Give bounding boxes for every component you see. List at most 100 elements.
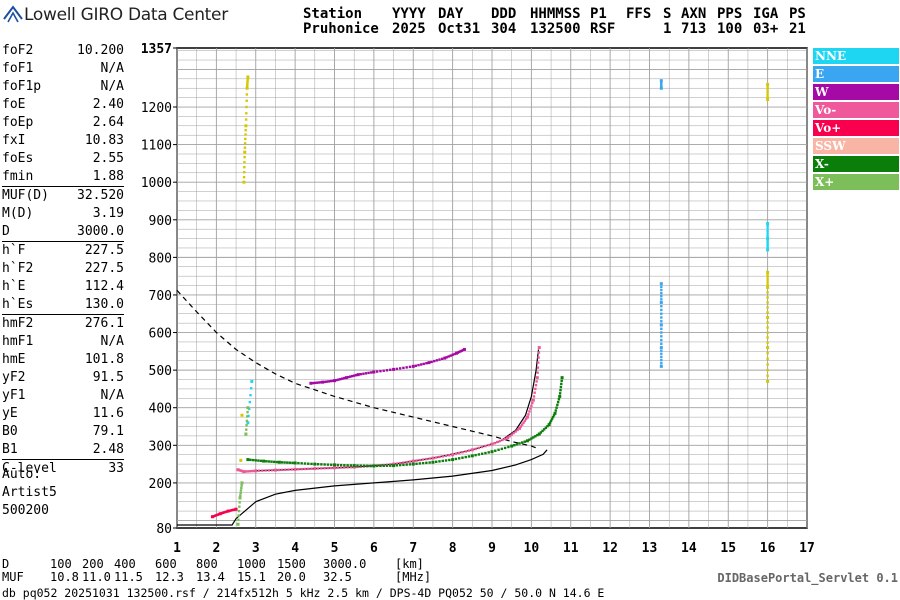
echo-point [246, 85, 249, 88]
param-name: fxI [2, 133, 26, 148]
param-name: fmin [2, 169, 34, 184]
echo-point [246, 81, 249, 84]
echo-point [766, 224, 769, 228]
echo-point [766, 331, 769, 334]
echo-point [536, 366, 540, 369]
echo-point [425, 362, 428, 365]
logo-text: Lowell GIRO Data Center [24, 5, 228, 25]
header-key-2: DAY [438, 6, 464, 22]
echo-point [503, 437, 507, 441]
echo-point [451, 453, 455, 457]
d_row-cell: D [2, 557, 10, 571]
logo: Lowell GIRO Data Center [3, 4, 228, 26]
echo-point [240, 413, 244, 417]
y-tick-label: 900 [149, 214, 172, 229]
echo-point [441, 455, 444, 458]
echo-point [660, 331, 663, 334]
echo-point [536, 433, 539, 437]
echo-point [310, 467, 313, 470]
echo-point [550, 417, 554, 421]
echo-point [490, 450, 494, 454]
param-row: h`F 227.5 [2, 242, 124, 260]
echo-point [559, 388, 562, 392]
echo-point [556, 400, 560, 404]
echo-point [267, 469, 271, 472]
echo-point [438, 455, 441, 459]
echo-point [459, 350, 462, 353]
y-tick-label: 800 [149, 251, 172, 266]
echo-point [349, 375, 352, 378]
param-value: 3000.0 [77, 224, 124, 239]
d_row-cell: 800 [196, 557, 218, 571]
y-tick-label: 600 [149, 327, 172, 342]
param-value: 11.6 [92, 406, 124, 421]
echo-point [238, 496, 242, 500]
echo-point [398, 461, 402, 465]
d_row-cell: 400 [114, 557, 136, 571]
x-tick-label: 9 [488, 541, 496, 556]
param-name: h`E [2, 279, 26, 294]
echo-point [480, 452, 484, 455]
polarization-legend: NNE E W Vo- Vo+ SSW X- X+ [813, 48, 899, 192]
header-value-10: 21 [789, 21, 806, 37]
echo-point [411, 364, 415, 368]
header-value-1: 2025 [392, 21, 426, 37]
echo-point [534, 435, 537, 438]
echo-point [766, 306, 769, 309]
param-row: hmF2 276.1 [2, 315, 124, 333]
echo-point [503, 446, 507, 450]
echo-point [243, 170, 246, 174]
echo-point [392, 367, 396, 371]
echo-point [245, 112, 248, 115]
echo-point [297, 468, 300, 471]
echo-point [660, 352, 663, 356]
muf_row-cell: MUF [2, 570, 24, 584]
echo-point [441, 459, 444, 463]
echo-point [417, 363, 420, 367]
echo-point [323, 463, 326, 466]
echo-point [275, 460, 278, 464]
echo-point [519, 425, 523, 428]
param-value: 2.64 [92, 115, 124, 130]
echo-point [494, 449, 497, 452]
param-value: N/A [100, 334, 124, 349]
echo-point [539, 431, 543, 434]
echo-point [307, 462, 310, 465]
auto-label: Auto: [2, 467, 42, 482]
echo-point [660, 362, 663, 365]
echo-point [408, 463, 412, 466]
echo-point [329, 379, 332, 383]
echo-point [461, 456, 464, 459]
echo-point [512, 431, 515, 435]
x-tick-label: 10 [524, 541, 540, 556]
echo-point [474, 447, 477, 451]
echo-point [660, 316, 663, 319]
echo-point [323, 380, 326, 384]
echo-point [464, 455, 467, 459]
x-tick-label: 11 [563, 541, 579, 556]
echo-point [405, 366, 408, 369]
echo-point [421, 458, 425, 461]
echo-point [537, 351, 541, 354]
echo-point [766, 239, 769, 242]
echo-point [425, 461, 428, 465]
echo-point [523, 419, 527, 423]
echo-point [557, 398, 561, 401]
echo-point [247, 414, 250, 418]
echo-point [660, 82, 663, 85]
echo-point [428, 461, 431, 464]
echo-point [766, 88, 769, 91]
echo-point [456, 351, 460, 354]
echo-point [474, 453, 477, 457]
x-tick-label: 2 [212, 541, 220, 556]
echo-point [382, 369, 385, 372]
header-key-8: AXN [681, 6, 707, 22]
echo-point [660, 338, 663, 342]
y-tick-label: 1100 [141, 139, 172, 154]
param-row: foF2 10.200 [2, 42, 124, 60]
param-row: h`E 112.4 [2, 278, 124, 296]
echo-point [344, 376, 348, 380]
echo-point [660, 320, 663, 323]
echo-point [244, 118, 248, 121]
